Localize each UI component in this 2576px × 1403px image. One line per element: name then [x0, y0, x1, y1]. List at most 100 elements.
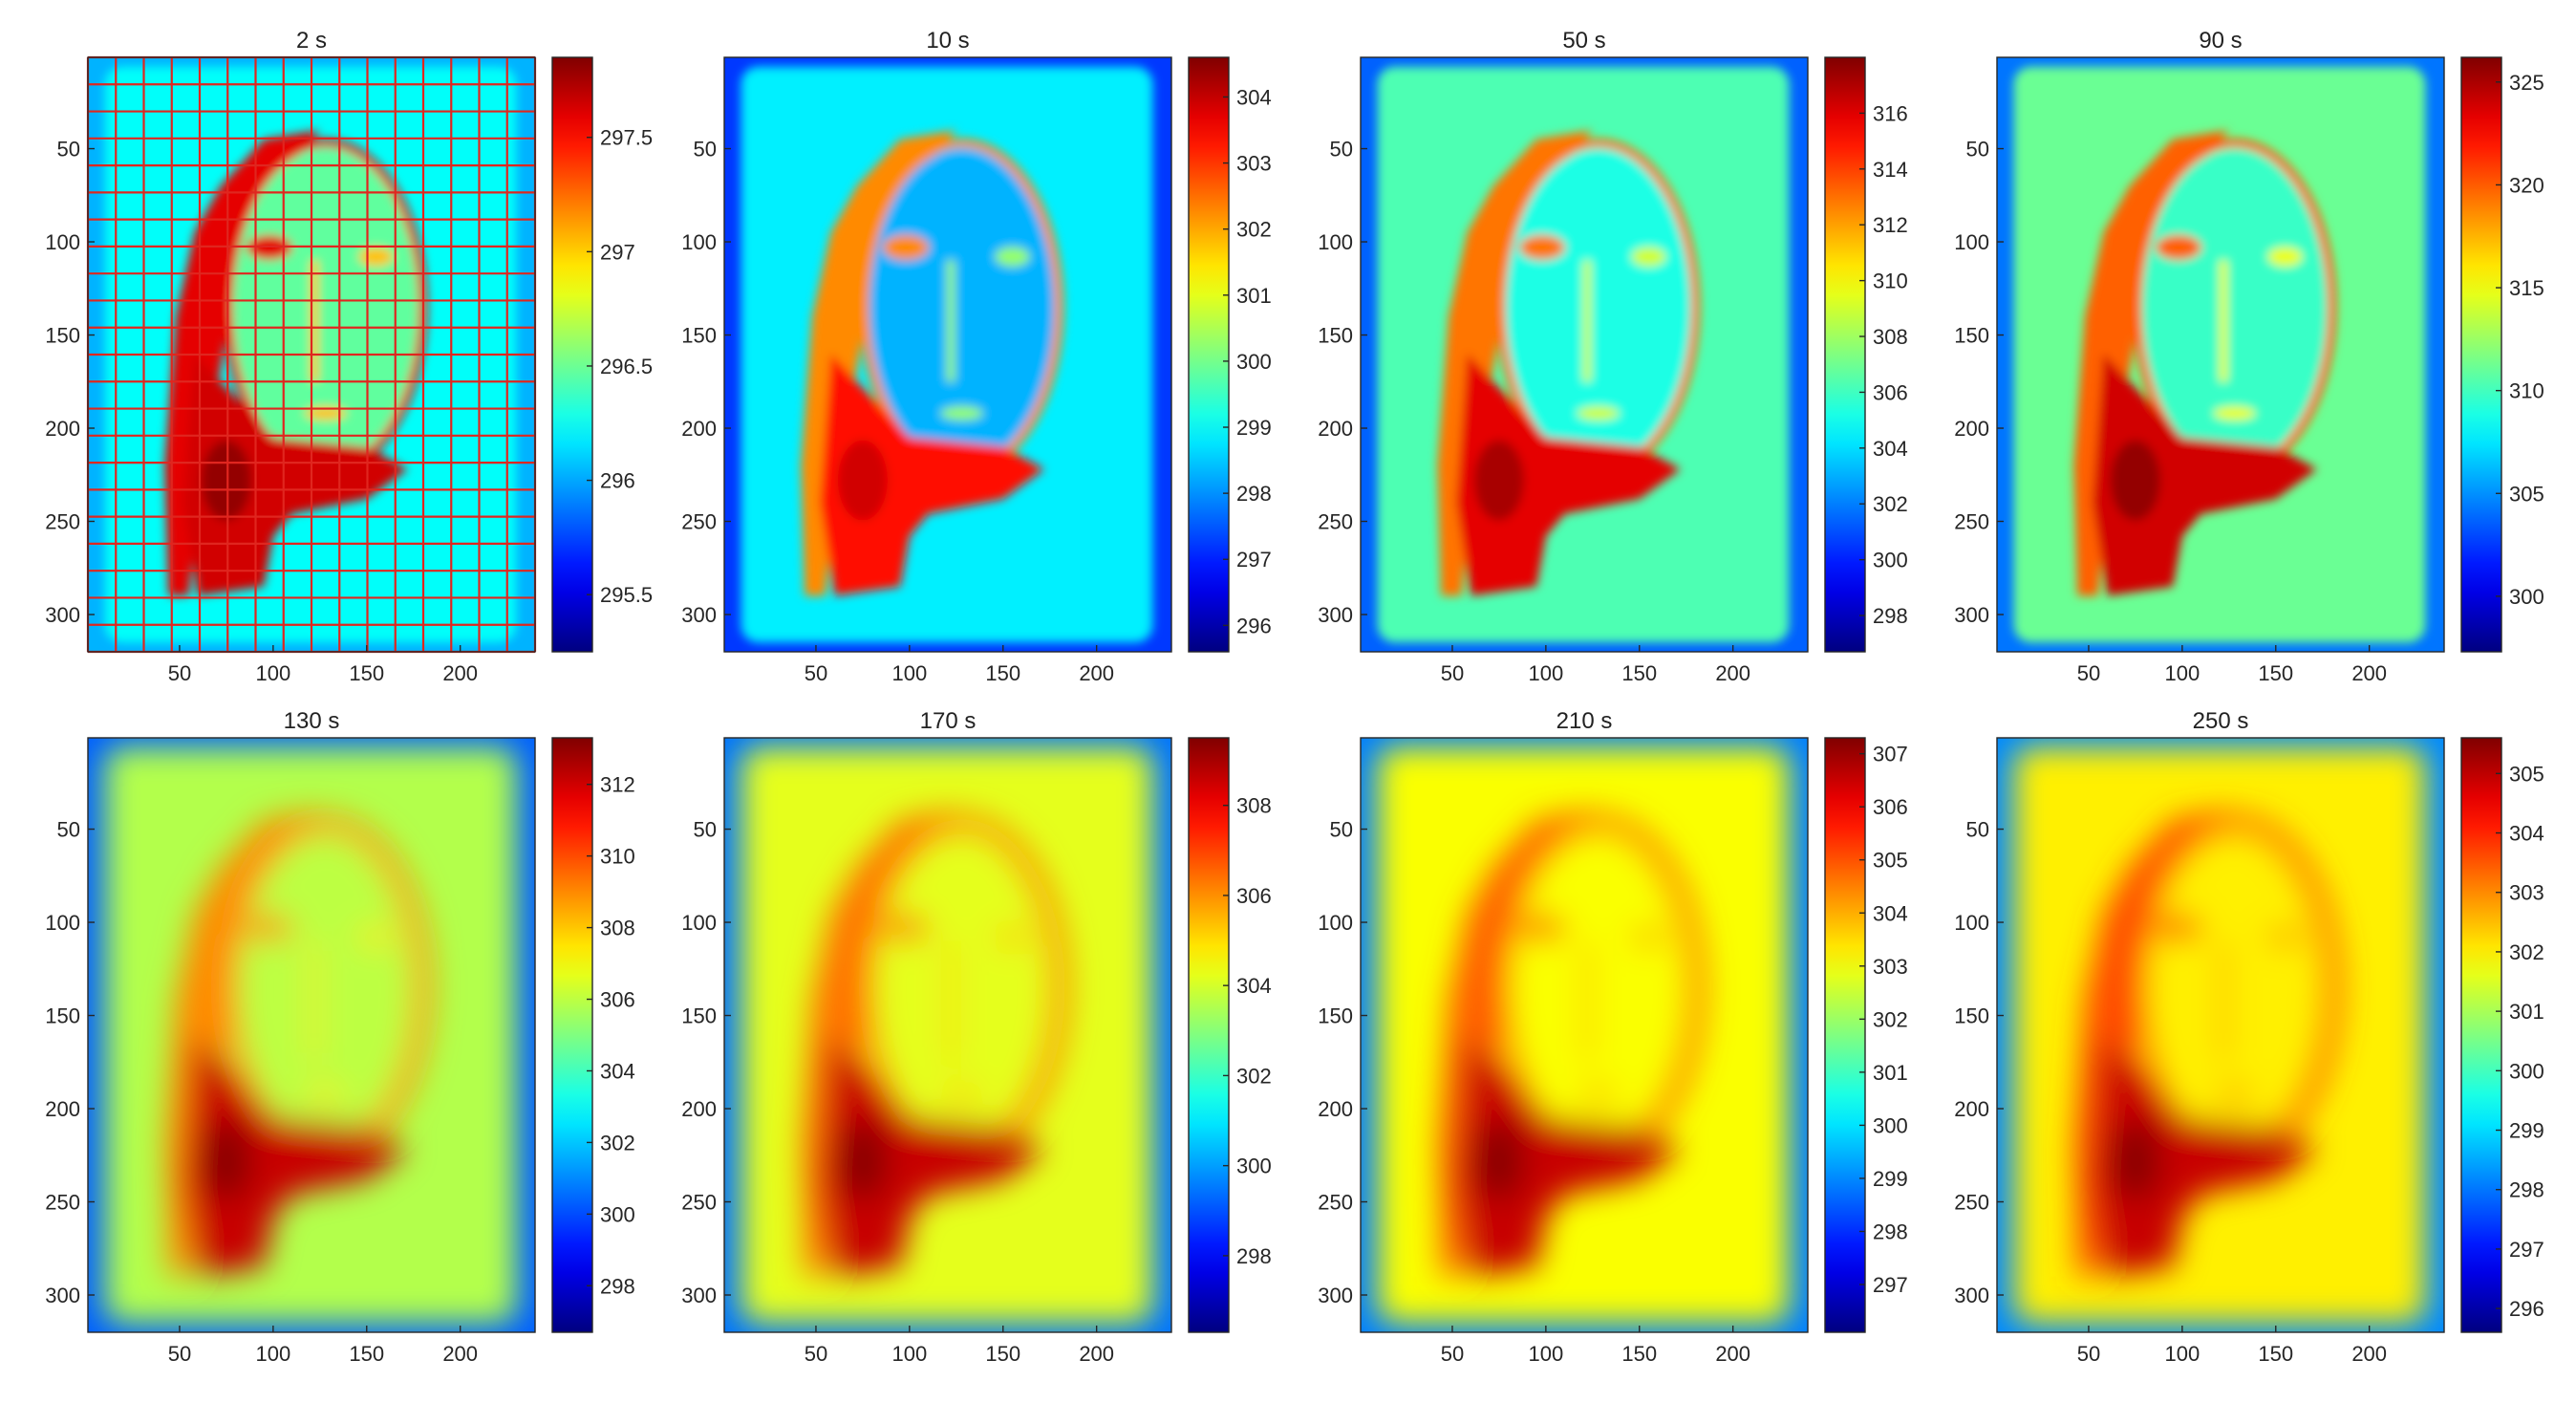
colorbar — [1825, 57, 1865, 652]
colorbar — [1189, 738, 1229, 1332]
x-tick-label: 100 — [2164, 1342, 2200, 1366]
colorbar — [552, 738, 592, 1332]
colorbar-tick-label: 298 — [2509, 1178, 2544, 1202]
thermal-panel: 130 s 50 100 150 200 50 100 150 200 250 300 298 300 3… — [45, 708, 634, 1366]
colorbar-tick-label: 304 — [1236, 85, 1272, 109]
y-tick-label: 150 — [1954, 324, 1989, 348]
hotspot — [2110, 1120, 2160, 1201]
colorbar-tick-label: 296 — [600, 469, 635, 493]
nose-region — [1583, 260, 1592, 382]
colorbar-tick-label: 297 — [1873, 1273, 1908, 1297]
colorbar-tick-label: 308 — [1236, 794, 1272, 818]
x-tick-label: 150 — [985, 661, 1020, 685]
colorbar-tick-label: 301 — [1236, 284, 1272, 308]
neck-region — [819, 354, 1044, 596]
y-tick-label: 100 — [1954, 911, 1989, 935]
colorbar-tick-label: 304 — [1873, 437, 1908, 461]
colorbar-tick-label: 295.5 — [600, 583, 653, 607]
thermal-image — [1361, 738, 1808, 1332]
grid-overlay — [86, 55, 537, 654]
y-tick-label: 100 — [681, 911, 717, 935]
panel-title: 90 s — [2199, 28, 2242, 54]
y-tick-label: 100 — [45, 230, 80, 254]
colorbar-tick-label: 307 — [1873, 743, 1908, 766]
colorbar — [1825, 738, 1865, 1332]
neck-region — [819, 1034, 1044, 1277]
colorbar-frame — [551, 737, 593, 1333]
y-tick-label: 250 — [681, 1191, 717, 1215]
axes-frame — [1996, 737, 2445, 1333]
colorbar-tick-label: 298 — [1236, 482, 1272, 506]
colorbar-tick-label: 300 — [600, 1202, 635, 1226]
y-tick-label: 250 — [1954, 510, 1989, 534]
x-tick-label: 50 — [805, 1342, 827, 1366]
y-tick-label: 200 — [1318, 1097, 1353, 1121]
left-eye-region — [1518, 234, 1565, 260]
x-tick-label: 150 — [1621, 1342, 1657, 1366]
neck-region — [182, 1034, 408, 1277]
x-tick-label: 50 — [2077, 661, 2100, 685]
colorbar-tick-label: 306 — [1236, 884, 1272, 908]
thermal-panel: 210 s 50 100 150 200 50 100 150 200 250 300 297 298 2… — [1318, 708, 1907, 1366]
colorbar-tick-label: 302 — [1236, 218, 1272, 242]
y-tick-label: 50 — [1330, 818, 1353, 842]
y-tick-label: 150 — [1318, 1004, 1353, 1028]
left-eye-region — [1518, 915, 1565, 940]
mouth-region — [940, 1087, 983, 1101]
colorbar — [552, 57, 592, 652]
hotspot — [201, 1120, 251, 1201]
colorbar-tick-label: 300 — [2509, 1059, 2544, 1083]
y-tick-label: 100 — [1954, 230, 1989, 254]
colorbar-tick-label: 305 — [1873, 849, 1908, 873]
colorbar-tick-label: 301 — [2509, 1000, 2544, 1024]
colorbar-tick-label: 310 — [600, 845, 635, 869]
axes-frame — [87, 737, 536, 1333]
thermal-panel: 2 s 50 100 150 200 50 100 150 200 250 300 295.5 296 2… — [45, 28, 653, 685]
colorbar-tick-label: 315 — [2509, 276, 2544, 300]
colorbar-tick-label: 296.5 — [600, 355, 653, 378]
y-tick-label: 300 — [1318, 1284, 1353, 1307]
mouth-region — [2213, 1087, 2256, 1101]
y-tick-label: 200 — [45, 417, 80, 441]
axes-frame — [723, 737, 1172, 1333]
colorbar-tick-label: 312 — [1873, 213, 1908, 237]
thermal-image — [88, 738, 535, 1332]
panel-title: 130 s — [284, 708, 340, 734]
left-eye-region — [2155, 915, 2201, 940]
colorbar-tick-label: 301 — [1873, 1061, 1908, 1085]
y-tick-label: 250 — [1318, 1191, 1353, 1215]
thermal-image — [1997, 738, 2444, 1332]
y-tick-label: 300 — [1318, 603, 1353, 627]
nose-region — [2220, 260, 2228, 382]
y-tick-label: 150 — [1954, 1004, 1989, 1028]
right-eye-region — [2267, 927, 2303, 947]
x-tick-label: 150 — [349, 661, 384, 685]
left-eye-region — [246, 915, 292, 940]
y-tick-label: 250 — [45, 1191, 80, 1215]
axes-frame — [1996, 56, 2445, 653]
colorbar-tick-label: 303 — [2509, 881, 2544, 905]
y-tick-label: 200 — [681, 1097, 717, 1121]
thermal-panel: 170 s 50 100 150 200 50 100 150 200 250 300 298 300 3… — [681, 708, 1271, 1366]
panel-title: 170 s — [920, 708, 977, 734]
mouth-region — [1577, 1087, 1620, 1101]
mouth-region — [304, 1087, 347, 1101]
colorbar-tick-label: 310 — [1873, 270, 1908, 293]
right-eye-region — [1631, 927, 1666, 947]
y-tick-label: 100 — [45, 911, 80, 935]
right-eye-region — [1631, 247, 1666, 267]
colorbar-tick-label: 300 — [1236, 350, 1272, 374]
y-tick-label: 300 — [1954, 1284, 1989, 1307]
x-tick-label: 200 — [1715, 1342, 1750, 1366]
x-tick-label: 50 — [805, 661, 827, 685]
y-tick-label: 250 — [1318, 510, 1353, 534]
colorbar-tick-label: 305 — [2509, 482, 2544, 506]
face-region — [231, 148, 419, 466]
colorbar — [1189, 57, 1229, 652]
y-tick-label: 300 — [45, 603, 80, 627]
axes-frame — [723, 56, 1172, 653]
x-tick-label: 100 — [891, 1342, 927, 1366]
y-tick-label: 250 — [681, 510, 717, 534]
x-tick-label: 200 — [442, 1342, 478, 1366]
